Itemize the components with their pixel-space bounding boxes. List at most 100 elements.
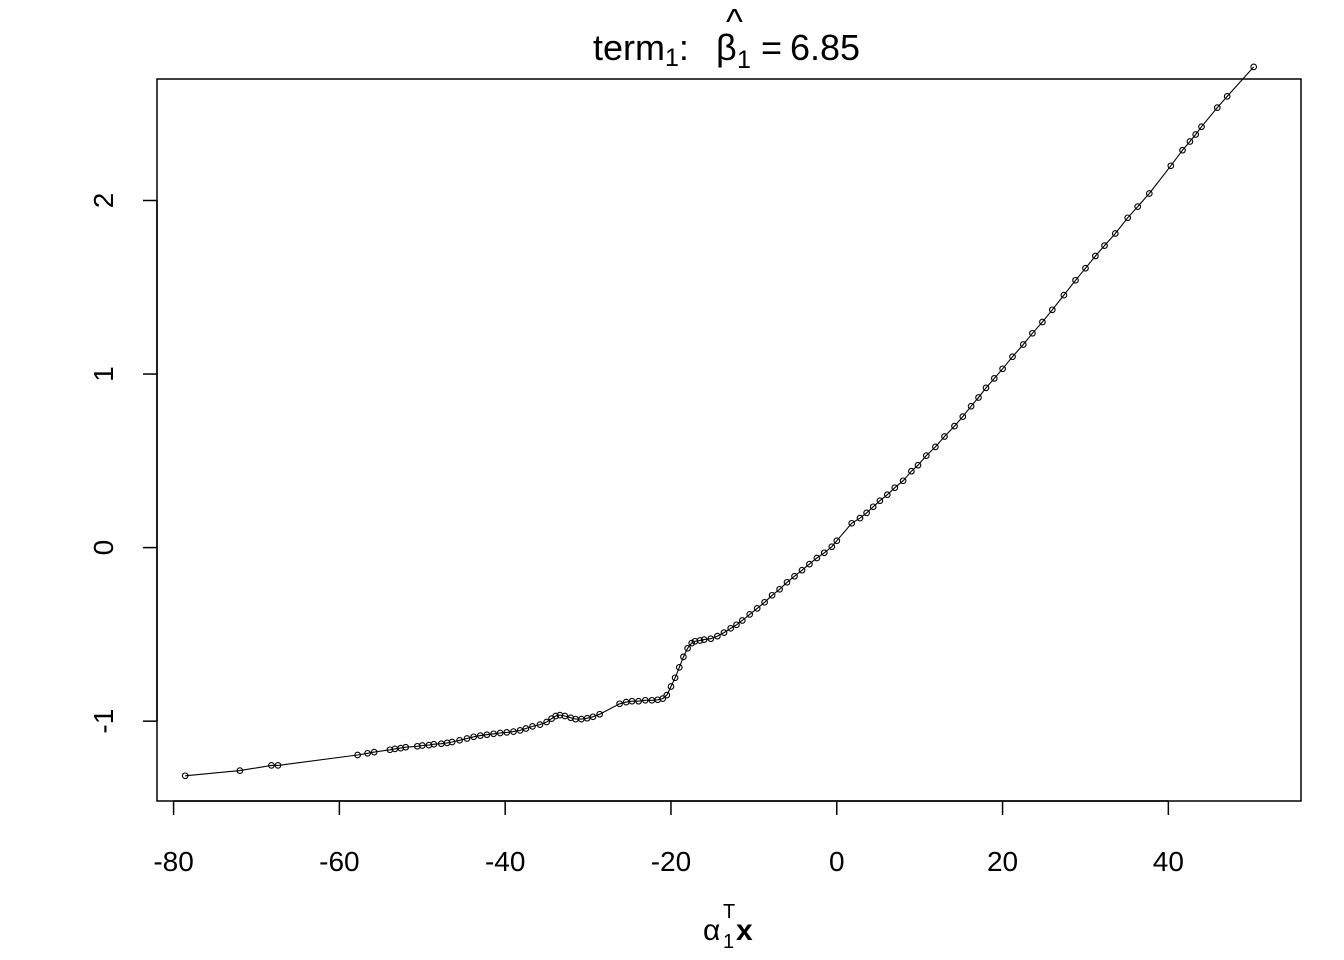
- data-point: [181, 772, 189, 780]
- data-point: [659, 695, 667, 702]
- data-point: [1250, 63, 1258, 71]
- data-point: [628, 697, 636, 705]
- data-point: [707, 635, 715, 643]
- data-point: [1223, 93, 1231, 100]
- data-point: [1029, 329, 1036, 337]
- data-point: [1186, 138, 1194, 145]
- data-point: [529, 723, 536, 730]
- data-point: [448, 738, 456, 746]
- data-point: [663, 691, 671, 699]
- data-point: [476, 732, 484, 739]
- xlabel-superscript: T: [723, 901, 735, 923]
- title-beta: β: [716, 27, 737, 68]
- data-point: [863, 509, 870, 517]
- data-point: [1213, 104, 1221, 111]
- data-point: [430, 740, 438, 748]
- data-point: [1039, 318, 1046, 326]
- data-point: [856, 514, 864, 522]
- data-point: [1179, 146, 1186, 154]
- data-point: [1101, 242, 1108, 249]
- data-point: [696, 637, 704, 644]
- title-beta-hat: ^: [726, 1, 743, 42]
- data-point: [967, 402, 975, 410]
- data-point: [932, 443, 939, 451]
- data-point: [1124, 214, 1132, 222]
- data-point: [990, 375, 998, 382]
- data-point: [1009, 353, 1016, 361]
- data-point: [1048, 306, 1056, 314]
- data-point: [959, 413, 967, 420]
- data-point: [951, 422, 958, 430]
- title-prefix-subscript: 1: [665, 44, 679, 72]
- data-point: [268, 762, 275, 769]
- data-point: [470, 733, 478, 741]
- data-point: [667, 683, 675, 690]
- x-axis: -80 -60 -40 -20 0 20 40: [153, 800, 1184, 877]
- data-point: [1167, 162, 1175, 170]
- x-tick-label: 0: [829, 846, 845, 877]
- y-tick-label: -1: [88, 709, 119, 734]
- data-point: [483, 731, 491, 739]
- data-point: [733, 621, 740, 629]
- data-point: [510, 728, 517, 735]
- data-point: [503, 729, 511, 736]
- data-point: [975, 394, 982, 401]
- data-point: [798, 566, 806, 574]
- data-point: [891, 484, 899, 492]
- data-point: [490, 730, 497, 738]
- data-point: [370, 748, 378, 756]
- title-colon: :: [679, 27, 689, 68]
- data-point: [552, 712, 560, 720]
- data-point: [727, 624, 735, 632]
- data-point: [236, 767, 244, 774]
- data-point: [828, 543, 836, 551]
- data-point: [516, 727, 524, 734]
- series-path: [185, 66, 1255, 777]
- data-point: [746, 611, 754, 618]
- data-point: [1134, 203, 1142, 210]
- plot-frame: [156, 78, 1302, 802]
- data-point: [688, 639, 696, 647]
- data-point: [1072, 276, 1079, 284]
- data-point: [720, 629, 728, 636]
- x-axis-label: α 1 T x: [703, 901, 753, 953]
- data-point: [463, 735, 471, 742]
- data-point: [543, 718, 550, 726]
- data-point: [561, 712, 569, 720]
- data-point: [1092, 252, 1099, 260]
- data-point: [536, 721, 544, 728]
- data-point: [783, 578, 791, 586]
- data-point: [776, 585, 783, 593]
- data-point: [753, 605, 761, 612]
- data-point: [274, 762, 282, 769]
- data-point: [982, 384, 990, 392]
- x-tick-label: -20: [651, 846, 691, 877]
- data-point: [714, 632, 721, 640]
- data-point: [354, 751, 361, 759]
- x-tick-label: 20: [987, 846, 1018, 877]
- data-point: [999, 365, 1006, 373]
- title-equals: =: [761, 27, 782, 68]
- data-point: [1145, 190, 1153, 197]
- data-point: [899, 477, 907, 485]
- data-point: [1019, 341, 1027, 348]
- xlabel-vector-x: x: [736, 914, 753, 947]
- data-point: [675, 664, 683, 671]
- data-point: [914, 461, 922, 469]
- data-point: [456, 736, 463, 744]
- data-point: [700, 636, 708, 643]
- data-point: [869, 503, 877, 511]
- data-point: [833, 537, 841, 545]
- y-tick-label: 1: [88, 366, 119, 382]
- data-point: [680, 653, 687, 661]
- data-point: [418, 742, 426, 749]
- data-point: [364, 749, 371, 757]
- svg-text:term1:: term1:: [593, 27, 689, 72]
- data-point: [738, 617, 746, 624]
- data-point: [876, 497, 884, 505]
- data-point: [671, 674, 679, 682]
- data-point: [641, 696, 649, 704]
- data-point: [402, 743, 410, 751]
- data-point: [806, 560, 813, 568]
